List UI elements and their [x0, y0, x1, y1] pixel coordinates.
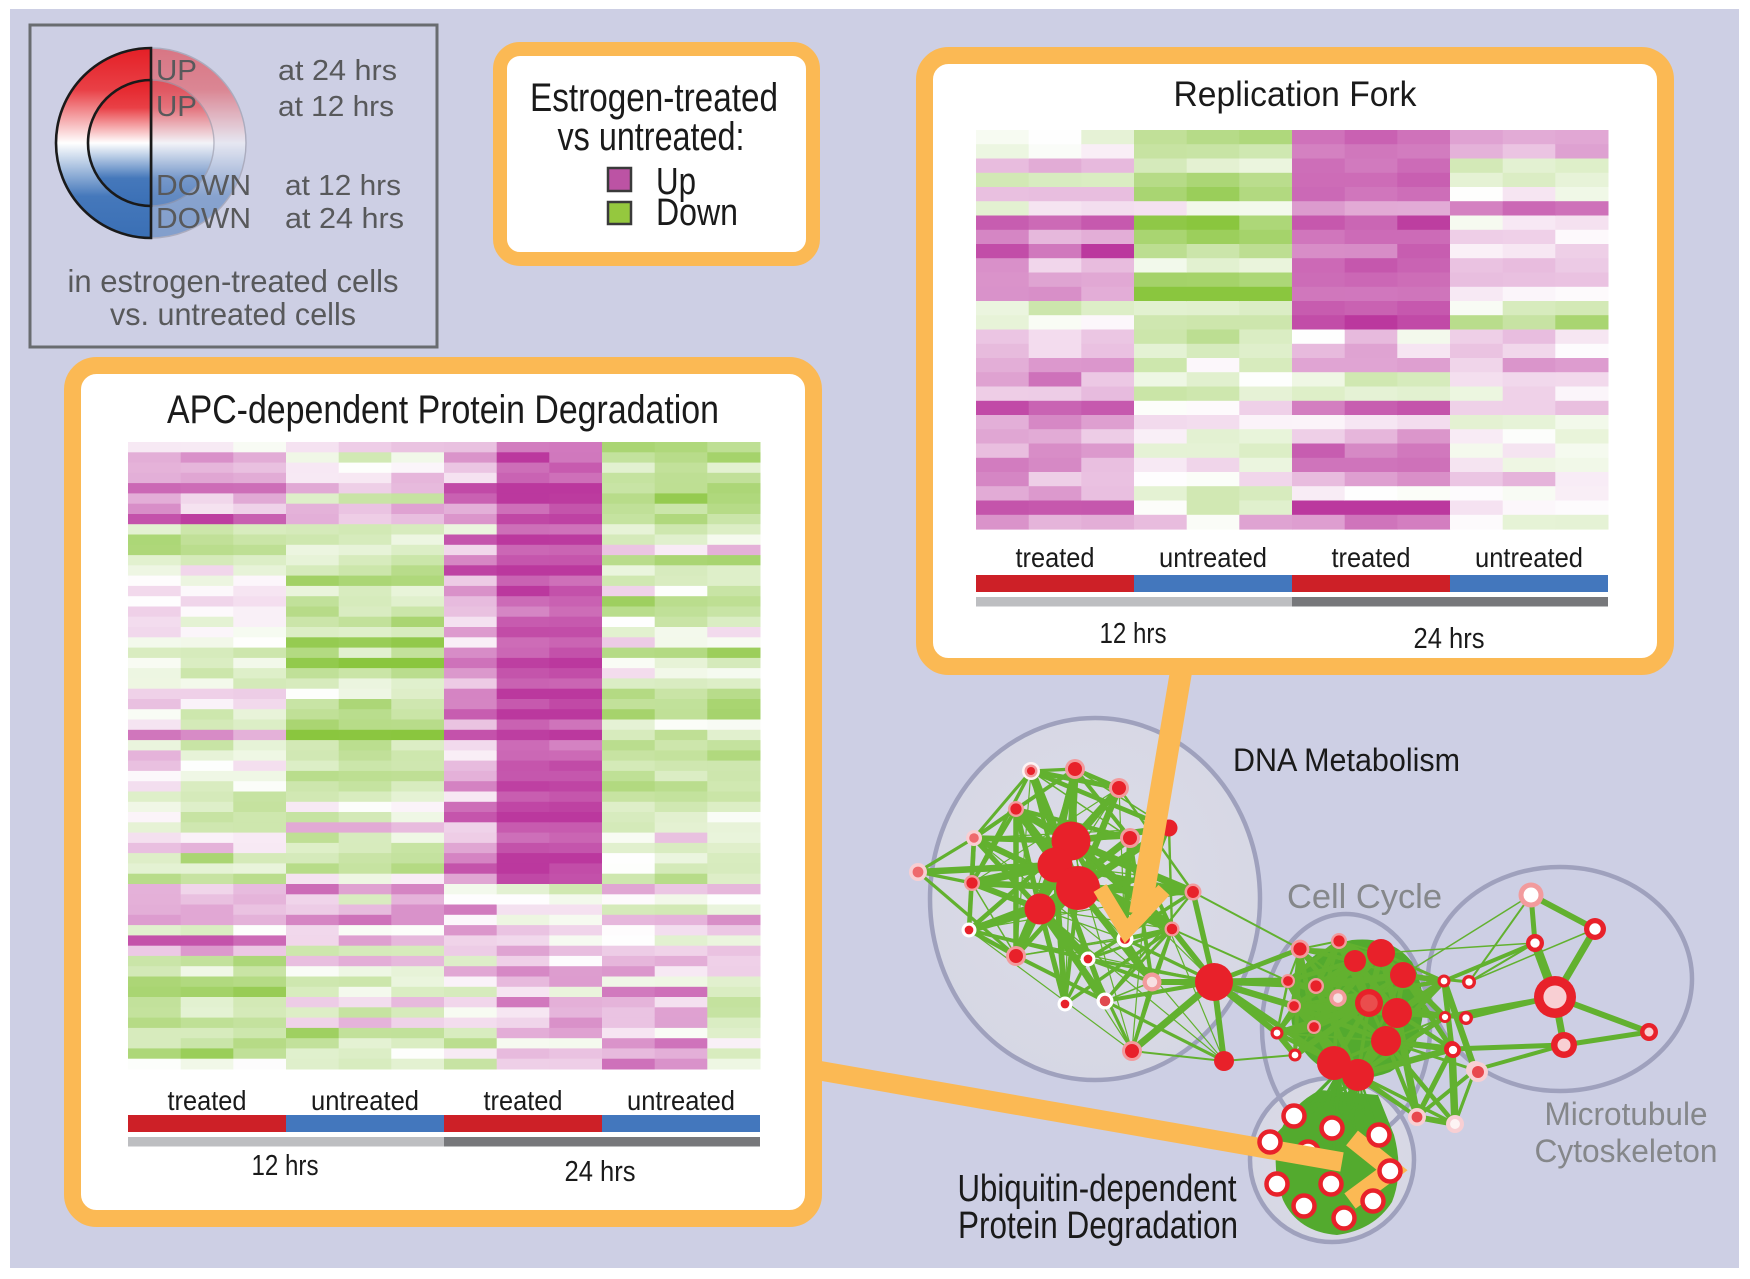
svg-text:treated: treated — [168, 1085, 247, 1116]
svg-text:treated: treated — [1332, 542, 1411, 573]
svg-text:UP: UP — [156, 91, 197, 123]
svg-text:at 24 hrs: at 24 hrs — [285, 203, 404, 235]
svg-text:treated: treated — [1016, 542, 1095, 573]
svg-text:at 12 hrs: at 12 hrs — [285, 170, 401, 202]
svg-text:DOWN: DOWN — [156, 203, 251, 235]
svg-text:DNA Metabolism: DNA Metabolism — [1233, 742, 1460, 778]
svg-text:UP: UP — [156, 55, 197, 87]
svg-text:at 12 hrs: at 12 hrs — [278, 91, 394, 123]
svg-text:12 hrs: 12 hrs — [252, 1150, 319, 1182]
svg-text:Microtubule: Microtubule — [1545, 1096, 1708, 1132]
svg-text:in estrogen-treated cells: in estrogen-treated cells — [68, 263, 399, 299]
svg-text:Replication Fork: Replication Fork — [1174, 75, 1417, 114]
svg-text:12 hrs: 12 hrs — [1100, 618, 1167, 650]
svg-text:Estrogen-treated: Estrogen-treated — [530, 76, 778, 120]
svg-text:Down: Down — [656, 192, 738, 234]
svg-text:APC-dependent Protein Degradat: APC-dependent Protein Degradation — [167, 388, 719, 432]
svg-text:24 hrs: 24 hrs — [565, 1156, 636, 1188]
svg-text:Cytoskeleton: Cytoskeleton — [1535, 1133, 1718, 1169]
svg-text:24 hrs: 24 hrs — [1414, 623, 1485, 655]
svg-text:Up: Up — [656, 161, 696, 203]
svg-text:Protein Degradation: Protein Degradation — [958, 1205, 1238, 1247]
svg-text:treated: treated — [484, 1085, 563, 1116]
svg-text:DOWN: DOWN — [156, 170, 251, 202]
svg-text:Ubiquitin-dependent: Ubiquitin-dependent — [958, 1168, 1237, 1210]
svg-text:at 24 hrs: at 24 hrs — [278, 55, 397, 87]
svg-text:untreated: untreated — [1475, 542, 1583, 573]
svg-text:vs untreated:: vs untreated: — [558, 115, 745, 159]
svg-text:untreated: untreated — [311, 1085, 419, 1116]
svg-text:vs. untreated cells: vs. untreated cells — [110, 296, 356, 332]
svg-text:Cell Cycle: Cell Cycle — [1287, 878, 1442, 916]
svg-text:untreated: untreated — [627, 1085, 735, 1116]
svg-text:untreated: untreated — [1159, 542, 1267, 573]
